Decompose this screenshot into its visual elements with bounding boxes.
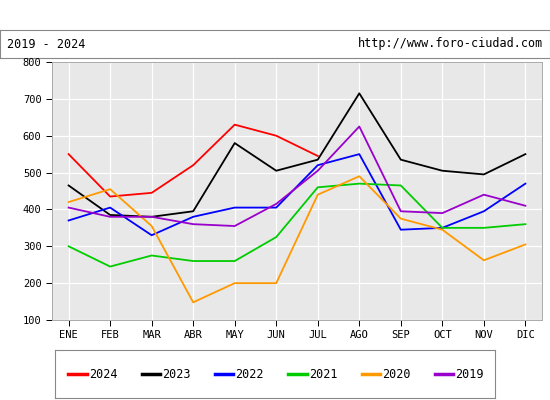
Text: Evolucion Nº Turistas Extranjeros en el municipio de Langreo: Evolucion Nº Turistas Extranjeros en el … — [64, 8, 486, 22]
Text: 2019 - 2024: 2019 - 2024 — [7, 38, 85, 50]
Text: 2023: 2023 — [162, 368, 190, 380]
Text: 2024: 2024 — [89, 368, 117, 380]
Text: 2022: 2022 — [235, 368, 264, 380]
Text: 2019: 2019 — [455, 368, 484, 380]
Text: 2021: 2021 — [309, 368, 337, 380]
Text: 2020: 2020 — [382, 368, 410, 380]
Text: http://www.foro-ciudad.com: http://www.foro-ciudad.com — [358, 38, 543, 50]
